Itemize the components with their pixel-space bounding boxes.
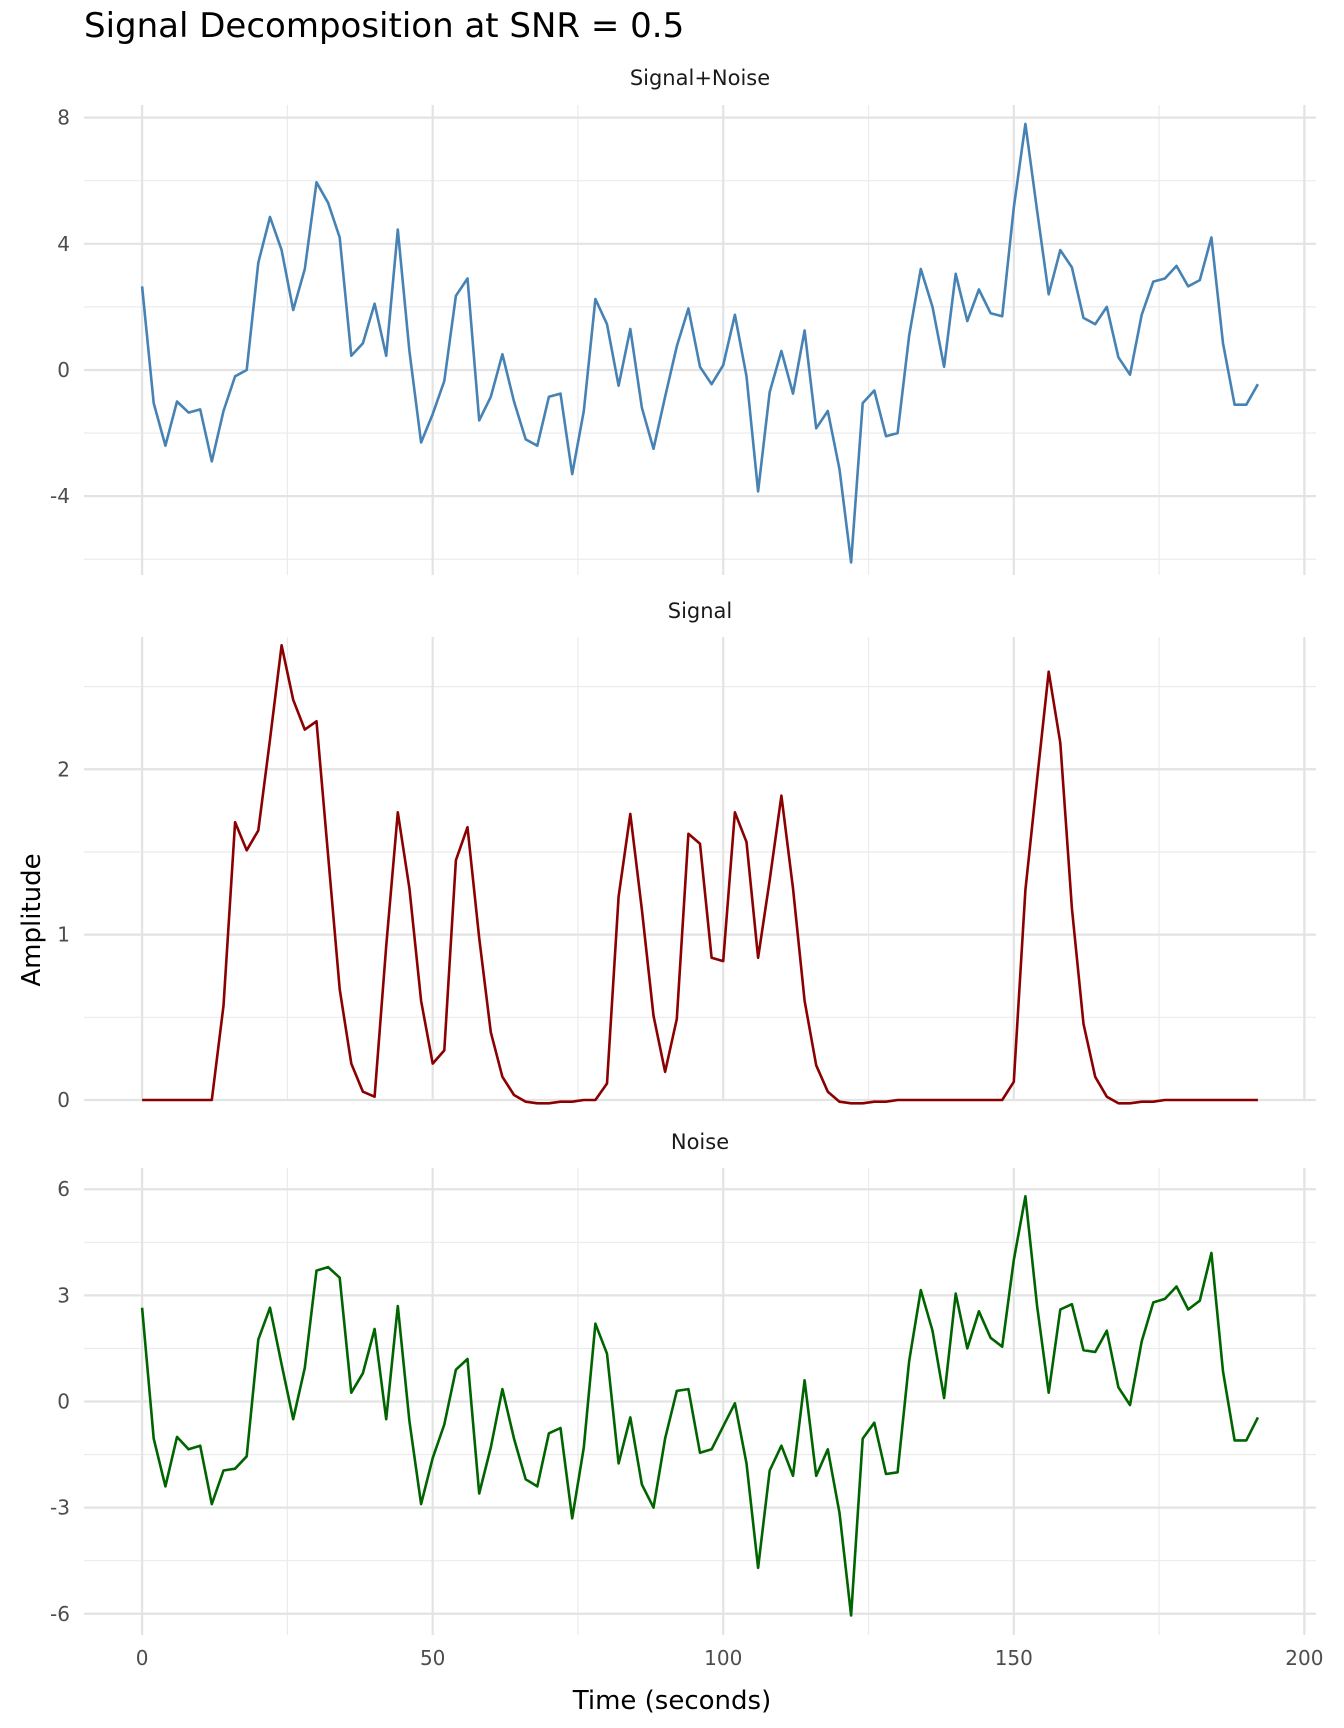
y-tick-label: 0 xyxy=(57,1390,70,1414)
x-axis-label: Time (seconds) xyxy=(572,1686,772,1716)
panel-strip-label: Noise xyxy=(671,1130,729,1154)
panel-signal-noise: -4 0 4 8 Signal+Noise xyxy=(50,66,1316,575)
y-tick-label: 0 xyxy=(57,1088,70,1112)
y-tick-label: -6 xyxy=(50,1602,70,1626)
panel-noise: -6 -3 0 3 6 Noise xyxy=(50,1130,1316,1635)
panel-strip-label: Signal xyxy=(668,599,733,623)
y-tick-label: 2 xyxy=(57,757,70,781)
panel-signal: 0 1 2 Signal xyxy=(57,599,1316,1112)
y-tick-label: 8 xyxy=(57,106,70,130)
x-tick-label: 100 xyxy=(704,1646,742,1670)
y-tick-label: 3 xyxy=(57,1283,70,1307)
panel-strip-label: Signal+Noise xyxy=(630,66,770,90)
y-tick-label: -4 xyxy=(50,484,70,508)
series-line-signal xyxy=(142,643,1258,1105)
x-tick-label: 200 xyxy=(1285,1646,1323,1670)
y-tick-label: 1 xyxy=(57,923,70,947)
x-tick-label: 0 xyxy=(136,1646,149,1670)
series-line-noise xyxy=(140,1195,1260,1617)
series-line-signal-noise xyxy=(140,122,1260,564)
y-tick-label: -3 xyxy=(50,1496,70,1520)
y-tick-label: 6 xyxy=(57,1177,70,1201)
x-tick-label: 150 xyxy=(995,1646,1033,1670)
x-tick-label: 50 xyxy=(420,1646,445,1670)
chart-title: Signal Decomposition at SNR = 0.5 xyxy=(84,6,685,46)
y-tick-label: 4 xyxy=(57,232,70,256)
y-tick-label: 0 xyxy=(57,358,70,382)
